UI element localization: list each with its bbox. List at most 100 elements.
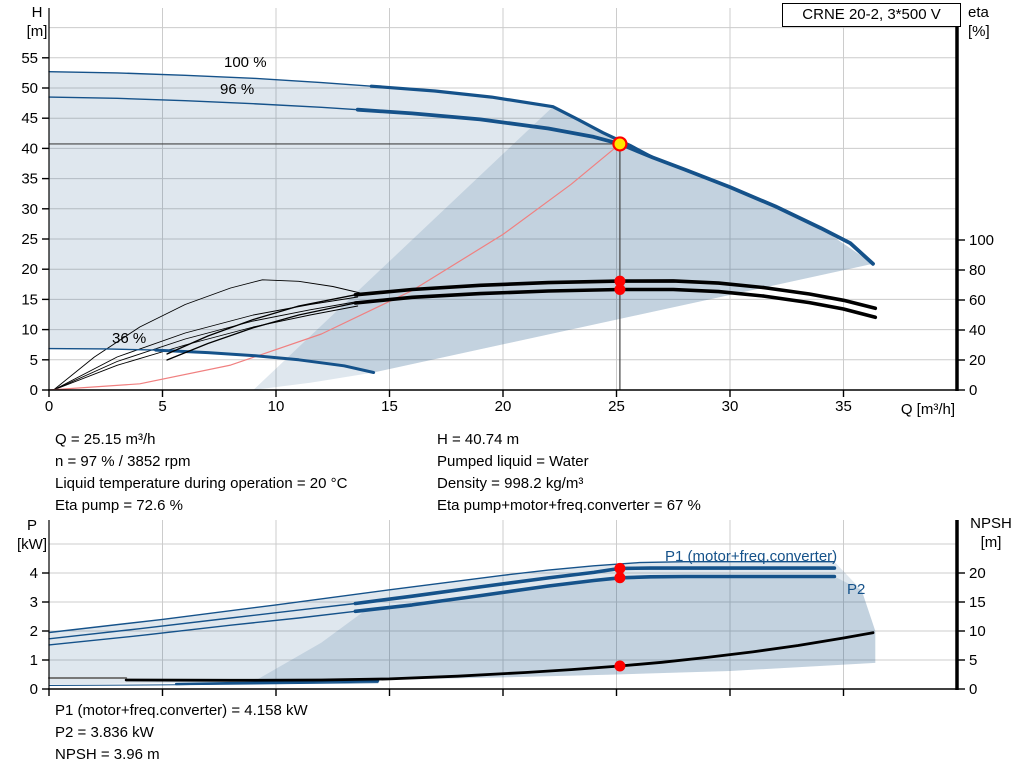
series-p1-100pct-curve [48,561,836,634]
info-n: n = 97 % / 3852 rpm [55,453,191,470]
y-left-tick-label: 15 [21,291,38,308]
y-left-tick-label: 35 [21,171,38,188]
y-right-tick-label: 20 [969,352,986,369]
series-power-minspeed-line-thick [174,679,380,686]
series-speed-36pct-curve [154,348,376,374]
marker-eta-total [614,284,626,295]
y-right-tick-label: 0 [969,382,977,399]
y-left-tick-label: 1 [30,652,38,669]
series-p2-duty-curve-thin [48,610,357,646]
marker-npsh [614,660,626,672]
h-axis-title-line2: [m] [26,23,48,40]
x-tick-label: 25 [608,398,625,415]
x-tick-label: 30 [722,398,739,415]
marker-p1 [614,562,626,574]
x-tick-label: 20 [495,398,512,415]
curve-label-lbl36: 36 % [112,330,146,347]
x-tick-label: 10 [268,398,285,415]
info-h: H = 40.74 m [437,431,520,448]
chart-title-box: CRNE 20-2, 3*500 V [782,3,961,27]
info-p2: P2 = 3.836 kW [55,724,154,741]
duty-info-left: Q = 25.15 m³/h n = 97 % / 3852 rpm Liqui… [55,429,347,517]
x-tick-label: 35 [835,398,852,415]
y-right-tick-label: 10 [969,623,986,640]
info-density: Density = 998.2 kg/m³ [437,475,584,492]
y-left-tick-label: 40 [21,140,38,157]
y-left-tick-label: 3 [30,594,38,611]
series-p1-duty-curve [353,566,837,606]
h-axis-title: H [m] [16,3,58,41]
curve-label-lblP1: P1 (motor+freq.converter) [665,548,837,565]
x-tick-label: 15 [381,398,398,415]
h-axis-title-line1: H [31,4,43,21]
y-left-tick-label: 2 [30,623,38,640]
y-right-tick-label: 5 [969,652,977,669]
series-duty-speed-curve [355,107,875,266]
marker-p2 [614,572,626,584]
info-pumped-liquid: Pumped liquid = Water [437,453,589,470]
eta-axis-title-line1: eta [968,4,989,21]
p-axis-title: P [kW] [8,516,56,554]
y-right-tick-label: 100 [969,232,994,249]
y-left-tick-label: 0 [30,681,38,698]
series-eta-pump-curve [353,279,878,311]
series-eta-pump-curve-thin [166,294,357,355]
series-system-curve [48,143,621,391]
eta-axis-title: eta [%] [968,3,1020,41]
y-left-tick-label: 5 [30,352,38,369]
info-p1: P1 (motor+freq.converter) = 4.158 kW [55,702,308,719]
y-left-tick-label: 30 [21,201,38,218]
y-left-tick-label: 20 [21,261,38,278]
eta-axis-title-line2: [%] [968,23,990,40]
series-eta-total-curve-thin [166,302,357,361]
x-tick-label: 0 [45,398,53,415]
y-left-tick-label: 50 [21,80,38,97]
npsh-axis-title: NPSH [m] [960,514,1022,552]
series-eta-curve-lowspeed-3 [53,305,359,391]
y-left-tick-label: 4 [30,565,38,582]
info-q: Q = 25.15 m³/h [55,431,156,448]
info-eta-pump: Eta pump = 72.6 % [55,497,183,514]
marker-eta-pump [614,275,626,287]
y-right-tick-label: 20 [969,565,986,582]
info-liquid-temp: Liquid temperature during operation = 20… [55,475,348,492]
series-speed-100pct-curve-thin [48,71,372,87]
y-left-tick-label: 45 [21,110,38,127]
area-operating-envelope-overlap [253,106,874,390]
series-eta-arc-lowspeed [53,279,365,391]
info-eta-total: Eta pump+motor+freq.converter = 67 % [437,497,701,514]
npsh-axis-title-line2: [m] [980,534,1002,551]
y-left-tick-label: 55 [21,50,38,67]
x-tick-label: 5 [158,398,166,415]
y-left-tick-label: 25 [21,231,38,248]
q-axis-title: Q [m³/h] [900,401,955,418]
area-operating-envelope [49,71,873,373]
series-eta-curve-lowspeed-2 [53,301,359,391]
y-right-tick-label: 15 [969,594,986,611]
duty-info-right: H = 40.74 m Pumped liquid = Water Densit… [437,429,701,517]
curve-label-lbl96: 96 % [220,81,254,98]
series-p2-duty-curve [353,574,837,614]
p-axis-title-line1: P [26,517,37,534]
duty-point-marker [612,136,628,152]
series-eta-curve-lowspeed-1 [53,296,359,391]
area-power-envelope [49,561,876,685]
info-npsh: NPSH = 3.96 m [55,746,160,763]
p-axis-title-line2: [kW] [17,536,47,553]
y-right-tick-label: 0 [969,681,977,698]
npsh-axis-title-line1: NPSH [970,515,1012,532]
y-right-tick-label: 40 [969,322,986,339]
y-right-tick-label: 60 [969,292,986,309]
series-eta-total-curve [353,287,878,320]
series-npsh-curve [124,631,875,682]
y-left-tick-label: 0 [30,382,38,399]
y-right-tick-label: 80 [969,262,986,279]
series-p1-duty-curve-thin [48,602,357,640]
power-info: P1 (motor+freq.converter) = 4.158 kW P2 … [55,700,308,766]
y-left-tick-label: 10 [21,322,38,339]
series-speed-96pct-curve-thin [48,96,359,111]
area-power-envelope-overlap [253,576,876,682]
series-speed-36pct-curve-thin [48,347,157,351]
